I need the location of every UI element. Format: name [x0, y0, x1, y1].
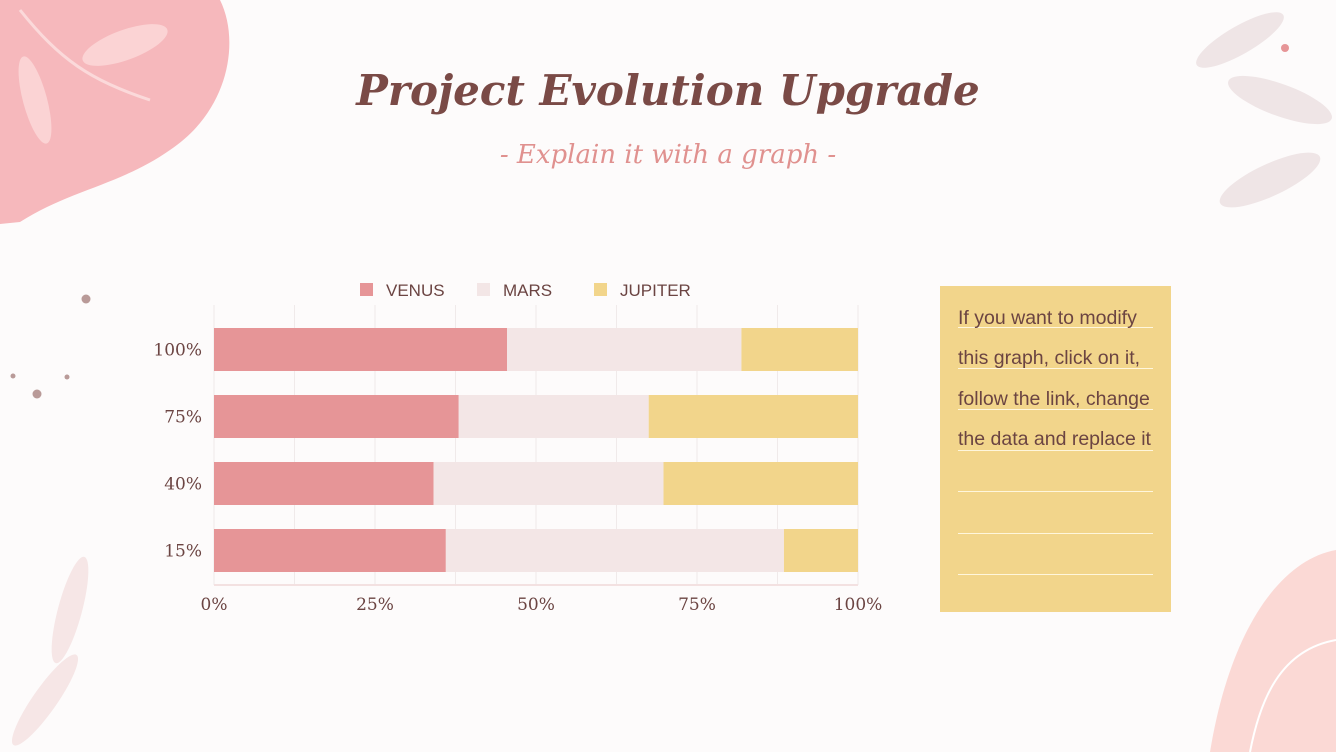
bar-mars	[433, 462, 664, 505]
bar-jupiter	[648, 395, 858, 438]
legend-swatch-jupiter	[594, 283, 607, 296]
legend-swatch-mars	[477, 283, 490, 296]
stacked-bar-chart: 100% 75% 40% 15% 0% 25% 50% 75% 100% VENUS MARS JUP…	[153, 281, 883, 615]
dots-decoration	[10, 294, 91, 399]
bar-jupiter	[663, 462, 858, 505]
legend-label: MARS	[503, 281, 552, 300]
pink-blob-decoration	[0, 0, 230, 224]
page-subtitle: - Explain it with a graph -	[499, 140, 837, 170]
note-card: If you want to modify this graph, click …	[940, 286, 1171, 612]
x-tick-label: 100%	[834, 595, 883, 615]
bar-venus	[214, 395, 459, 438]
x-tick-label: 25%	[356, 595, 394, 615]
y-tick-label: 100%	[153, 341, 202, 361]
bar-jupiter	[783, 529, 858, 572]
legend-swatch-venus	[360, 283, 373, 296]
x-tick-label: 75%	[678, 595, 716, 615]
y-tick-label: 15%	[164, 542, 202, 562]
leaf-decoration-bottom-left	[11, 556, 89, 746]
bar-venus	[214, 328, 508, 371]
x-tick-label: 0%	[201, 595, 228, 615]
bar-jupiter	[741, 328, 858, 371]
bar-mars	[507, 328, 742, 371]
bar-mars	[445, 529, 784, 572]
pink-blob-bottom-right	[1210, 550, 1336, 752]
bar-mars	[458, 395, 649, 438]
legend-label: VENUS	[386, 281, 445, 300]
bar-venus	[214, 462, 434, 505]
note-text: If you want to modify this graph, click …	[958, 307, 1151, 450]
legend-label: JUPITER	[620, 281, 691, 300]
y-tick-label: 40%	[164, 475, 202, 495]
page-title: Project Evolution Upgrade	[356, 66, 980, 115]
y-tick-label: 75%	[164, 408, 202, 428]
leaf-decoration-top-right	[1196, 12, 1332, 208]
x-tick-label: 50%	[517, 595, 555, 615]
bar-venus	[214, 529, 446, 572]
